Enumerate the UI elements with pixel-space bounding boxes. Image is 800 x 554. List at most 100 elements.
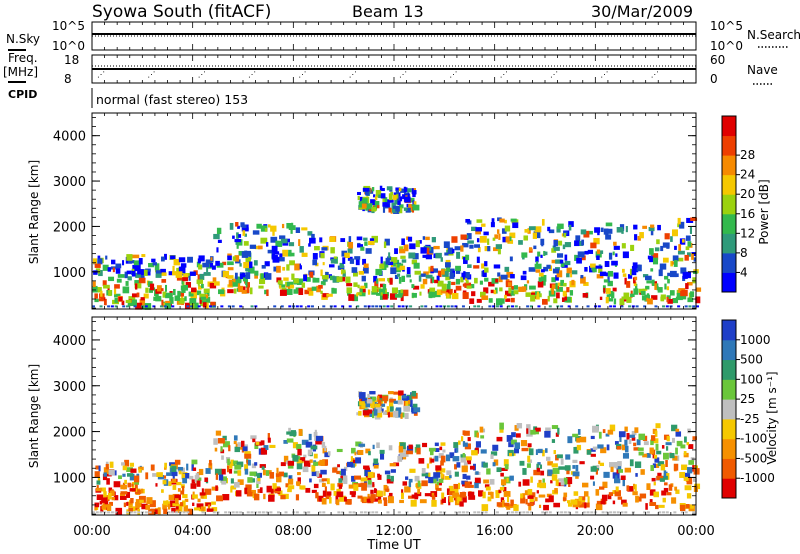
echo-cell [314, 245, 320, 251]
echo-cell [413, 411, 418, 416]
echo-cell [499, 305, 503, 308]
echo-cell [612, 490, 617, 495]
echo-cell [581, 255, 586, 261]
echo-cell [483, 231, 489, 236]
echo-cell [620, 511, 624, 514]
echo-cell [453, 289, 457, 294]
echo-cell [430, 278, 433, 284]
echo-cell [653, 454, 658, 459]
echo-cell [197, 477, 202, 481]
echo-cell [469, 244, 474, 249]
echo-cell [260, 273, 264, 280]
echo-cell [514, 425, 519, 431]
echo-cell [103, 495, 109, 499]
echo-cell [209, 305, 213, 308]
echo-cell [413, 190, 417, 195]
echo-cell [465, 254, 470, 261]
echo-cell [432, 476, 439, 482]
echo-cell [96, 494, 104, 500]
echo-cell [619, 298, 625, 306]
echo-cell [272, 483, 277, 489]
echo-cell [227, 275, 234, 279]
echo-cell [336, 448, 343, 453]
echo-cell [295, 511, 299, 514]
echo-cell [362, 410, 370, 416]
echo-cell [455, 265, 461, 272]
echo-cell [135, 499, 140, 505]
echo-cell [179, 504, 183, 510]
echo-cell [605, 234, 612, 240]
echo-cell [215, 430, 222, 436]
echo-cell [511, 511, 515, 514]
echo-cell [227, 289, 234, 294]
echo-cell [389, 402, 394, 407]
echo-cell [575, 464, 579, 472]
echo-cell [606, 444, 610, 451]
echo-cell [510, 297, 515, 303]
echo-cell [527, 502, 534, 507]
echo-cell [479, 426, 484, 433]
echo-cell [529, 511, 533, 514]
echo-cell [411, 188, 414, 194]
echo-cell [566, 267, 572, 274]
echo-cell [449, 272, 455, 279]
echo-cell [675, 489, 680, 494]
echo-cell [333, 491, 337, 496]
echo-cell [394, 199, 399, 205]
echo-cell [555, 275, 559, 281]
echo-cell [276, 511, 280, 514]
echo-cell [287, 488, 292, 493]
echo-cell [301, 252, 308, 257]
echo-cell [330, 483, 335, 491]
echo-cell [401, 238, 405, 246]
echo-cell [231, 305, 235, 308]
echo-cell [487, 491, 493, 496]
echo-cell [130, 498, 134, 504]
echo-cell [534, 497, 538, 502]
echo-cell [340, 238, 346, 243]
echo-cell [370, 494, 375, 502]
echo-cell [523, 235, 529, 241]
echo-cell [107, 267, 112, 272]
echo-cell [320, 252, 325, 259]
echo-cell [629, 459, 634, 467]
echo-cell [182, 281, 185, 288]
echo-cell [540, 238, 545, 246]
echo-cell [586, 305, 590, 308]
echo-cell [103, 298, 107, 306]
echo-cell [204, 272, 211, 276]
echo-cell [446, 305, 450, 308]
echo-cell [646, 293, 650, 299]
echo-cell [260, 225, 268, 232]
echo-cell [575, 235, 581, 243]
echo-cell [639, 232, 644, 239]
echo-cell [407, 236, 413, 242]
echo-cell [374, 488, 377, 494]
echo-cell [495, 493, 500, 499]
echo-cell [628, 439, 632, 445]
echo-cell [575, 511, 579, 514]
echo-cell [570, 499, 578, 505]
echo-cell [563, 282, 567, 287]
echo-cell [312, 277, 320, 283]
noise-sky-label: N.Sky [6, 32, 40, 46]
echo-cell [96, 485, 99, 489]
echo-cell [102, 502, 108, 508]
echo-cell [449, 452, 455, 459]
echo-cell [667, 298, 673, 304]
echo-cell [608, 252, 613, 260]
echo-cell [309, 459, 313, 463]
echo-cell [627, 486, 634, 492]
echo-cell [398, 293, 403, 298]
echo-cell [289, 260, 295, 266]
echo-cell [196, 290, 200, 296]
echo-cell [197, 305, 201, 308]
echo-cell [122, 465, 127, 471]
echo-cell [461, 436, 464, 442]
echo-cell [649, 502, 657, 506]
echo-cell [266, 289, 269, 297]
echo-cell [376, 442, 380, 449]
echo-cell [657, 287, 663, 293]
echo-cell [603, 497, 606, 505]
